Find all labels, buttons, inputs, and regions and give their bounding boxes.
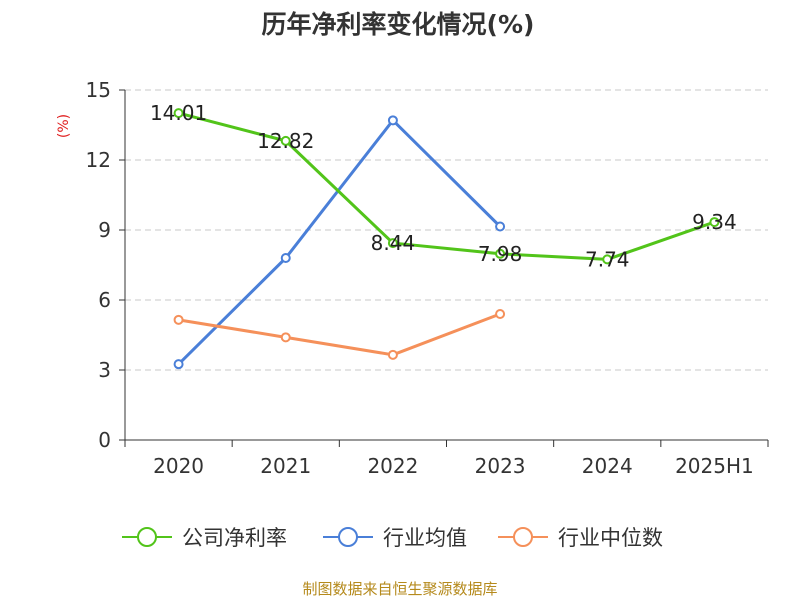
x-tick-label: 2023 (475, 454, 526, 478)
source-note: 制图数据来自恒生聚源数据库 (302, 580, 497, 598)
series-1-line (177, 118, 502, 366)
legend-label: 行业中位数 (558, 526, 663, 550)
x-tick-label: 2022 (367, 454, 418, 478)
data-label: 8.44 (371, 231, 416, 255)
legend: 公司净利率 行业均值 行业中位数 (122, 526, 663, 550)
x-tick-label: 2025H1 (675, 454, 754, 478)
y-tick-label: 12 (86, 148, 111, 172)
y-tick-label: 0 (98, 428, 111, 452)
chart-title: 历年净利率变化情况(%) (262, 10, 535, 39)
x-tick-label: 2021 (260, 454, 311, 478)
series-2-point (280, 332, 291, 343)
series-2-point (173, 314, 184, 325)
x-tick-label: 2020 (153, 454, 204, 478)
legend-label: 公司净利率 (182, 526, 287, 550)
series-2-point (495, 309, 506, 319)
series-2-line (178, 312, 501, 357)
series-lines (173, 108, 720, 370)
series-1-point (173, 359, 184, 370)
data-labels: 14.01 12.82 8.44 7.98 7.74 9.34 (150, 101, 737, 271)
series-0-point (387, 238, 398, 249)
series-0-point (495, 248, 506, 259)
y-axis-unit-label: (%) (56, 114, 72, 138)
series-0-point (602, 254, 613, 265)
x-tick-label: 2024 (582, 454, 633, 478)
data-label: 14.01 (150, 101, 207, 125)
series-0-line (178, 111, 715, 261)
data-label: 7.98 (478, 242, 523, 266)
series-0-point (173, 108, 184, 119)
y-tick-label: 6 (98, 288, 111, 312)
series-1-point (280, 253, 291, 263)
y-tick-label: 9 (98, 218, 111, 242)
grid-lines (125, 89, 768, 371)
axes: 0 3 6 9 12 15 2020 2021 2022 2023 2024 2025H1 (86, 78, 769, 478)
series-1-point (495, 221, 506, 232)
data-label: 9.34 (692, 210, 737, 234)
y-tick-label: 3 (98, 358, 111, 382)
legend-swatch-marker (513, 527, 533, 547)
series-2-point (387, 349, 398, 360)
legend-label: 行业均值 (383, 526, 467, 550)
y-tick-label: 15 (86, 78, 111, 102)
legend-swatch-marker (338, 527, 358, 547)
series-0-point (280, 135, 291, 146)
series-0-point (709, 217, 720, 228)
data-label: 7.74 (585, 247, 630, 271)
data-label: 12.82 (257, 129, 314, 153)
series-1-point (387, 115, 398, 126)
legend-swatch-marker (137, 527, 157, 547)
